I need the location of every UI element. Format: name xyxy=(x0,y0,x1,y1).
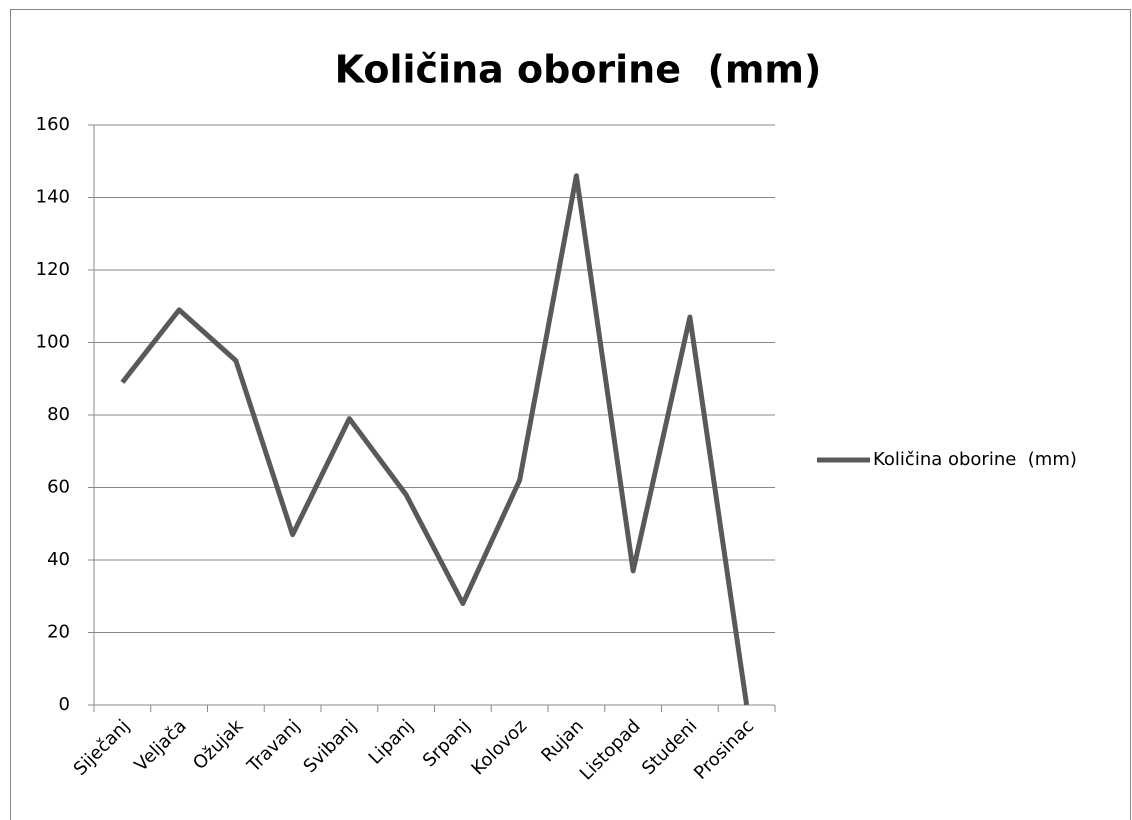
y-tick-label: 20 xyxy=(47,622,70,643)
y-tick-label: 60 xyxy=(47,477,70,498)
y-tick-label: 40 xyxy=(47,549,70,570)
series-line xyxy=(120,173,750,706)
y-tick-label: 120 xyxy=(36,259,70,280)
y-tick-label: 140 xyxy=(36,187,70,208)
y-tick-label: 160 xyxy=(36,114,70,135)
y-tick-label: 0 xyxy=(59,694,70,715)
legend-label: Količina oborine (mm) xyxy=(873,449,1077,470)
y-tick-label: 100 xyxy=(36,332,70,353)
chart-title: Količina oborine (mm) xyxy=(335,48,822,92)
y-tick-label: 80 xyxy=(47,404,70,425)
